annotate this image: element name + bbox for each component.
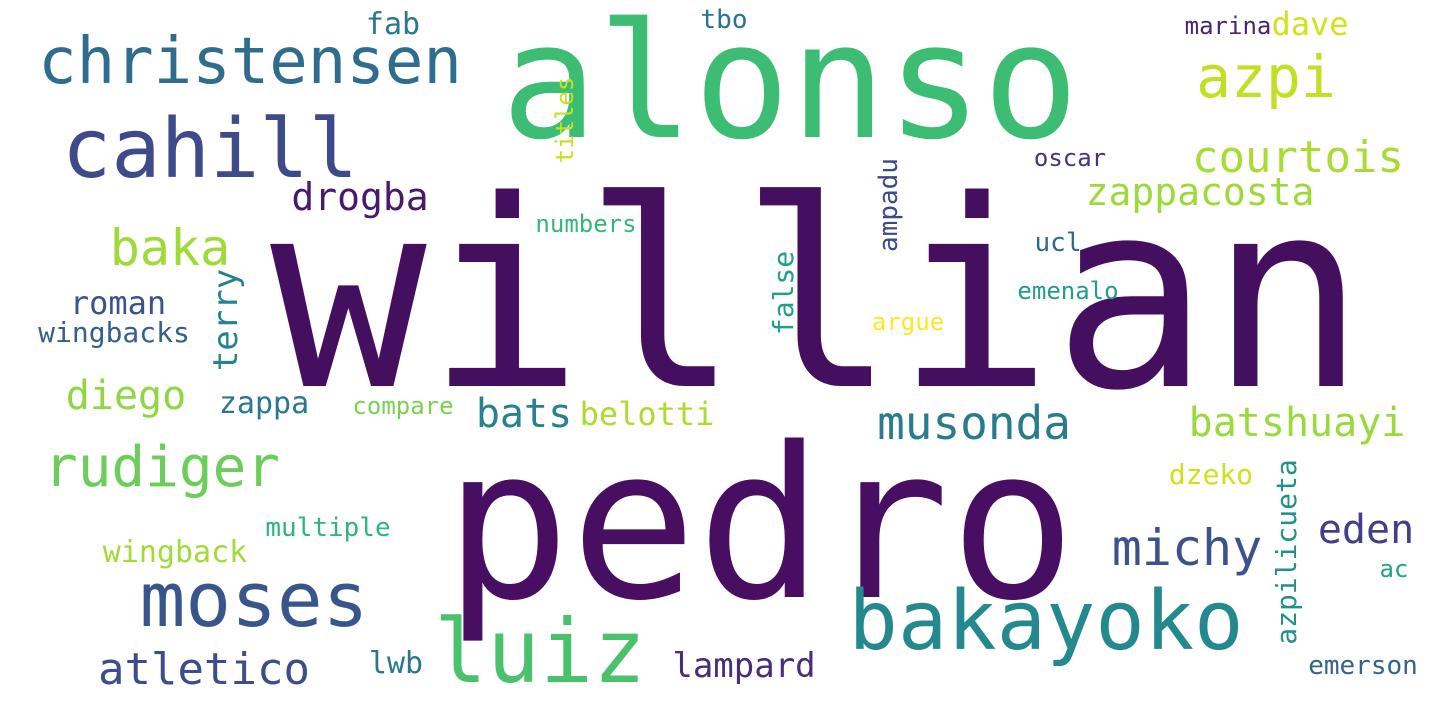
word-batshuayi: batshuayi [1188,400,1406,446]
word-michy: michy [1111,519,1263,577]
word-multiple: multiple [265,513,391,543]
word-tbo: tbo [700,5,748,35]
word-azpi: azpi [1196,43,1336,111]
word-atletico: atletico [98,644,310,695]
word-drogba: drogba [291,175,429,219]
word-dave: dave [1271,5,1349,43]
word-ampadu: ampadu [874,158,904,252]
word-wingbacks: wingbacks [38,316,190,349]
word-zappacosta: zappacosta [1085,170,1315,214]
word-moses: moses [139,555,369,644]
word-argue: argue [871,308,945,336]
word-cahill: cahill [61,102,359,197]
word-pedro: pedro [443,402,1077,647]
word-diego: diego [65,373,187,419]
word-roman: roman [69,284,167,322]
word-marina: marina [1184,12,1272,40]
word-azpilicueta: azpilicueta [1270,459,1303,645]
word-bakayoko: bakayoko [848,574,1244,669]
word-numbers: numbers [535,210,637,238]
word-terry: terry [206,268,246,372]
word-eden: eden [1317,507,1415,553]
word-emenalo: emenalo [1017,277,1119,305]
word-fab: fab [365,7,421,42]
word-titles: titles [551,76,579,164]
word-rudiger: rudiger [43,435,281,500]
word-luiz: luiz [434,600,646,703]
word-belotti: belotti [579,395,715,433]
word-ac: ac [1379,555,1409,583]
word-baka: baka [109,219,231,277]
word-christensen: christensen [38,25,462,99]
word-compare: compare [352,392,454,420]
word-willian: willian [270,146,1366,448]
word-alonso: alonso [501,0,1079,175]
word-false: false [767,250,800,336]
word-wingback: wingback [102,535,248,570]
word-ucl: ucl [1034,228,1082,258]
word-lwb: lwb [368,646,424,681]
word-courtois: courtois [1192,132,1404,183]
word-musonda: musonda [877,396,1071,450]
word-emerson: emerson [1308,651,1418,681]
word-lampard: lampard [672,646,816,686]
word-dzeko: dzeko [1168,458,1254,491]
word-bats: bats [475,391,573,437]
word-zappa: zappa [218,386,310,421]
word-oscar: oscar [1033,144,1107,172]
